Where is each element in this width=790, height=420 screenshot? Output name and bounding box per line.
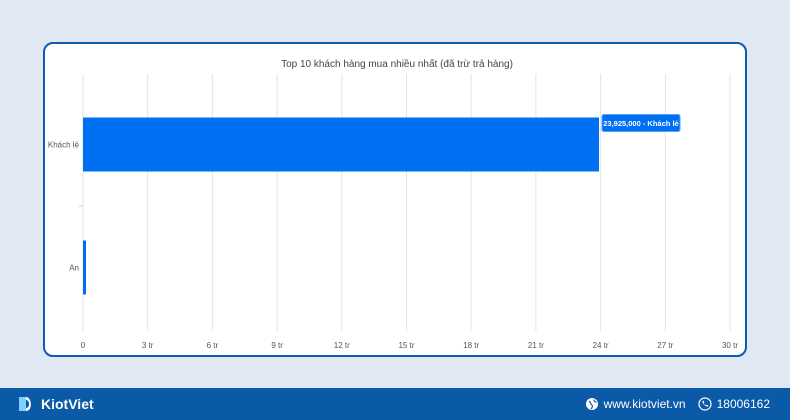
chart-card: Top 10 khách hàng mua nhiều nhất (đã trừ…	[43, 42, 747, 357]
tooltip-box	[601, 114, 681, 132]
brand[interactable]: KiotViet	[16, 394, 94, 414]
website-link[interactable]: www.kiotviet.vn	[585, 397, 686, 411]
x-tick-label: 21 tr	[528, 341, 544, 350]
contact-info: www.kiotviet.vn 18006162	[585, 396, 770, 412]
x-tick-label: 27 tr	[657, 341, 673, 350]
category-label: Khách lẻ	[48, 141, 80, 150]
x-tick-label: 30 tr	[722, 341, 738, 350]
footer-bar: KiotViet www.kiotviet.vn 18006162	[0, 388, 790, 420]
phone-icon	[698, 397, 712, 411]
brand-name: KiotViet	[41, 396, 94, 412]
website-text: www.kiotviet.vn	[603, 397, 686, 411]
x-tick-label: 15 tr	[398, 341, 414, 350]
bar[interactable]	[83, 240, 86, 295]
kiotviet-logo-icon	[19, 397, 31, 411]
x-tick-label: 12 tr	[334, 341, 350, 350]
x-tick-label: 18 tr	[463, 341, 479, 350]
category-label: An	[69, 264, 79, 273]
x-tick-label: 0	[81, 341, 86, 350]
bar[interactable]	[83, 117, 599, 172]
chart-title: Top 10 khách hàng mua nhiều nhất (đã trừ…	[281, 58, 513, 70]
tooltip-text: 23,925,000 - Khách lẻ	[603, 119, 678, 128]
bar-chart: Top 10 khách hàng mua nhiều nhất (đã trừ…	[48, 58, 738, 350]
x-tick-label: 9 tr	[271, 341, 283, 350]
globe-icon	[585, 398, 598, 410]
x-tick-label: 24 tr	[593, 341, 609, 350]
x-tick-label: 6 tr	[207, 341, 219, 350]
hotline-text: 18006162	[716, 397, 770, 411]
hotline-link[interactable]: 18006162	[698, 397, 770, 411]
x-tick-label: 3 tr	[142, 341, 154, 350]
